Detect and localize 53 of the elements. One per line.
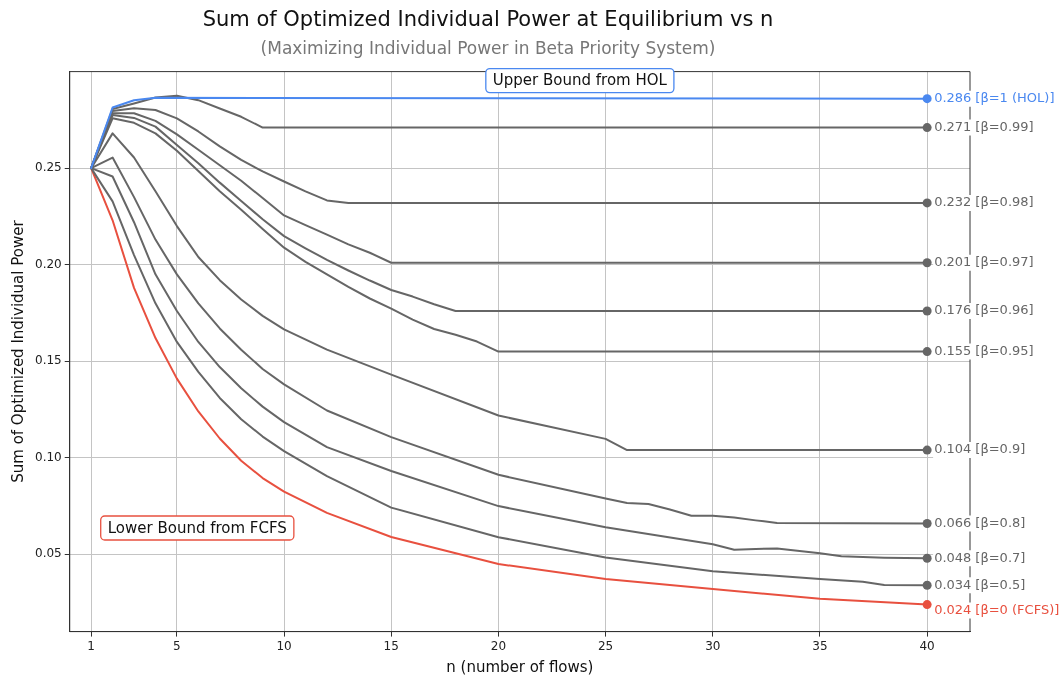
- x-axis-title: n (number of flows): [446, 657, 594, 676]
- x-tick-label: 25: [597, 638, 614, 653]
- data-label: 0.048: [934, 549, 972, 565]
- data-label: 0.232: [934, 194, 972, 210]
- point: [922, 445, 932, 455]
- y-tick-label: 0.10: [35, 449, 62, 464]
- x-tick-label: 15: [383, 638, 399, 653]
- point: [922, 123, 932, 133]
- y-tick-label: 0.25: [35, 160, 62, 175]
- text: [β=1 (HOL)]: [975, 90, 1055, 106]
- text: [β=0.99]: [975, 118, 1034, 134]
- annotation: Lower Bound from FCFS: [107, 518, 287, 537]
- data-label: 0.024: [934, 601, 972, 617]
- text: [β=0.9]: [975, 441, 1026, 457]
- chart-title: Sum of Optimized Individual Power at Equilibrium vs n: [202, 7, 774, 32]
- point: [922, 94, 932, 104]
- point: [922, 518, 932, 528]
- data-label: 0.104: [934, 441, 972, 457]
- x-tick-label: 40: [919, 638, 935, 653]
- point: [922, 258, 932, 268]
- x-tick-label: 35: [812, 638, 828, 653]
- text: [β=0.7]: [975, 549, 1026, 565]
- y-tick-label: 0.05: [35, 546, 62, 561]
- point: [922, 347, 932, 357]
- x-tick-label: 10: [276, 638, 292, 653]
- point: [922, 580, 932, 590]
- point: [922, 600, 932, 610]
- data-label: 0.034: [934, 576, 972, 592]
- text: [β=0.96]: [975, 302, 1034, 318]
- text: [β=0.98]: [975, 194, 1034, 210]
- x-tick-label: 20: [490, 638, 507, 653]
- data-label: 0.155: [934, 342, 972, 358]
- chart-subtitle: (Maximizing Individual Power in Beta Priority System): [260, 37, 716, 58]
- data-label: 0.066: [934, 514, 972, 530]
- point: [922, 198, 932, 208]
- y-tick-label: 0.20: [35, 256, 62, 271]
- data-label: 0.286: [934, 90, 972, 106]
- x-tick-label: 1: [87, 638, 95, 653]
- text: [β=0.97]: [975, 254, 1034, 270]
- x-tick-label: 5: [173, 638, 181, 653]
- y-axis-title: Sum of Optimized Individual Power: [8, 219, 27, 483]
- data-label: 0.176: [934, 302, 972, 318]
- text: [β=0.5]: [975, 576, 1026, 592]
- point: [922, 553, 932, 563]
- annotation: Upper Bound from HOL: [492, 71, 668, 90]
- data-label: 0.271: [934, 118, 972, 134]
- text: [β=0.95]: [975, 342, 1034, 358]
- data-label: 0.201: [934, 254, 972, 270]
- point: [922, 306, 932, 316]
- text: [β=0 (FCFS)]: [975, 601, 1060, 617]
- y-tick-label: 0.15: [35, 353, 62, 368]
- x-tick-label: 30: [705, 638, 721, 653]
- text: [β=0.8]: [975, 514, 1026, 530]
